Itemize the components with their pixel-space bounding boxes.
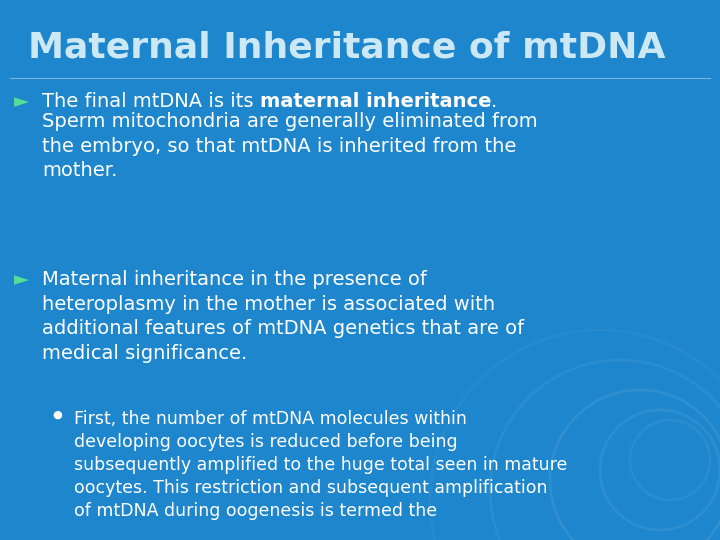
- Text: First, the number of mtDNA molecules within
developing oocytes is reduced before: First, the number of mtDNA molecules wit…: [74, 410, 567, 540]
- Text: .: .: [491, 92, 498, 111]
- Text: maternal inheritance: maternal inheritance: [260, 92, 491, 111]
- Text: Maternal inheritance in the presence of
heteroplasmy in the mother is associated: Maternal inheritance in the presence of …: [42, 270, 524, 363]
- Text: Sperm mitochondria are generally eliminated from
the embryo, so that mtDNA is in: Sperm mitochondria are generally elimina…: [42, 112, 538, 180]
- Text: Maternal Inheritance of mtDNA: Maternal Inheritance of mtDNA: [28, 30, 665, 64]
- Text: ►: ►: [14, 270, 29, 289]
- Text: The final mtDNA is its: The final mtDNA is its: [42, 92, 260, 111]
- Text: ●: ●: [52, 410, 62, 420]
- Text: ►: ►: [14, 92, 29, 111]
